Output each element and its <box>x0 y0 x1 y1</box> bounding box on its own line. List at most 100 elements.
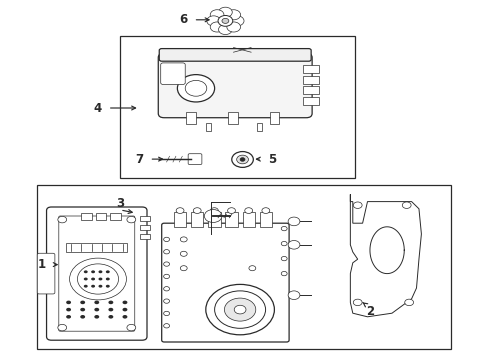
Circle shape <box>215 291 266 328</box>
Bar <box>225 212 238 227</box>
FancyBboxPatch shape <box>188 154 202 165</box>
Text: 4: 4 <box>94 102 102 114</box>
FancyBboxPatch shape <box>47 207 147 340</box>
Circle shape <box>66 308 71 311</box>
FancyBboxPatch shape <box>303 97 319 105</box>
Circle shape <box>84 278 88 280</box>
Circle shape <box>206 284 274 335</box>
Circle shape <box>249 266 256 271</box>
Circle shape <box>288 240 300 249</box>
FancyBboxPatch shape <box>162 223 289 342</box>
FancyBboxPatch shape <box>303 76 319 84</box>
Circle shape <box>204 210 222 222</box>
Circle shape <box>58 324 67 331</box>
Circle shape <box>185 80 207 96</box>
Bar <box>270 112 279 124</box>
Bar <box>257 123 262 131</box>
Circle shape <box>210 22 224 32</box>
Text: 7: 7 <box>136 153 144 166</box>
FancyBboxPatch shape <box>161 63 185 85</box>
Circle shape <box>164 287 170 291</box>
Bar <box>186 112 196 124</box>
Circle shape <box>84 285 88 288</box>
Circle shape <box>77 264 119 294</box>
Circle shape <box>180 266 187 271</box>
Circle shape <box>98 278 102 280</box>
Circle shape <box>164 249 170 254</box>
Circle shape <box>80 301 85 304</box>
Bar <box>206 123 211 131</box>
Circle shape <box>66 315 71 319</box>
Circle shape <box>262 208 270 213</box>
Bar <box>174 212 186 227</box>
Circle shape <box>281 226 287 231</box>
Circle shape <box>227 10 241 20</box>
Text: 2: 2 <box>366 305 374 318</box>
Polygon shape <box>350 194 421 317</box>
Circle shape <box>91 270 95 273</box>
Bar <box>228 112 238 124</box>
Circle shape <box>122 315 127 319</box>
Circle shape <box>218 15 233 26</box>
Circle shape <box>288 217 300 226</box>
Circle shape <box>240 158 245 161</box>
Circle shape <box>164 324 170 328</box>
Circle shape <box>127 216 136 223</box>
Circle shape <box>94 315 99 319</box>
Circle shape <box>224 298 256 321</box>
Circle shape <box>232 152 253 167</box>
Circle shape <box>108 315 113 319</box>
Circle shape <box>176 208 184 213</box>
Circle shape <box>108 301 113 304</box>
Bar <box>66 243 127 252</box>
Circle shape <box>230 16 244 26</box>
Circle shape <box>94 308 99 311</box>
Circle shape <box>227 208 236 213</box>
Circle shape <box>234 305 246 314</box>
Circle shape <box>227 22 241 32</box>
Circle shape <box>222 18 229 23</box>
Circle shape <box>164 237 170 242</box>
Circle shape <box>281 256 287 261</box>
Circle shape <box>288 291 300 300</box>
Bar <box>208 212 220 227</box>
Circle shape <box>211 208 219 213</box>
Bar <box>191 212 203 227</box>
FancyBboxPatch shape <box>59 216 135 331</box>
Circle shape <box>80 315 85 319</box>
Bar <box>140 216 150 221</box>
FancyBboxPatch shape <box>303 65 319 73</box>
Text: 5: 5 <box>268 153 276 166</box>
Circle shape <box>210 10 224 20</box>
Bar <box>81 213 92 220</box>
Circle shape <box>122 301 127 304</box>
Circle shape <box>106 285 110 288</box>
Circle shape <box>245 208 253 213</box>
Circle shape <box>127 324 136 331</box>
Circle shape <box>281 242 287 246</box>
Circle shape <box>353 299 362 306</box>
Circle shape <box>84 270 88 273</box>
FancyBboxPatch shape <box>158 53 312 118</box>
Circle shape <box>106 270 110 273</box>
Circle shape <box>237 155 248 164</box>
Circle shape <box>66 301 71 304</box>
FancyBboxPatch shape <box>37 253 55 294</box>
Circle shape <box>402 202 411 208</box>
Bar <box>243 212 255 227</box>
Bar <box>260 212 272 227</box>
Text: 1: 1 <box>38 258 46 271</box>
Circle shape <box>180 251 187 256</box>
Circle shape <box>98 270 102 273</box>
Circle shape <box>207 16 220 26</box>
Bar <box>96 213 106 220</box>
FancyBboxPatch shape <box>303 86 319 94</box>
Circle shape <box>164 274 170 279</box>
Text: 6: 6 <box>180 13 188 26</box>
Circle shape <box>193 208 201 213</box>
Bar <box>120 36 355 178</box>
Circle shape <box>180 237 187 242</box>
Circle shape <box>164 311 170 316</box>
Bar <box>110 213 121 220</box>
Circle shape <box>94 301 99 304</box>
